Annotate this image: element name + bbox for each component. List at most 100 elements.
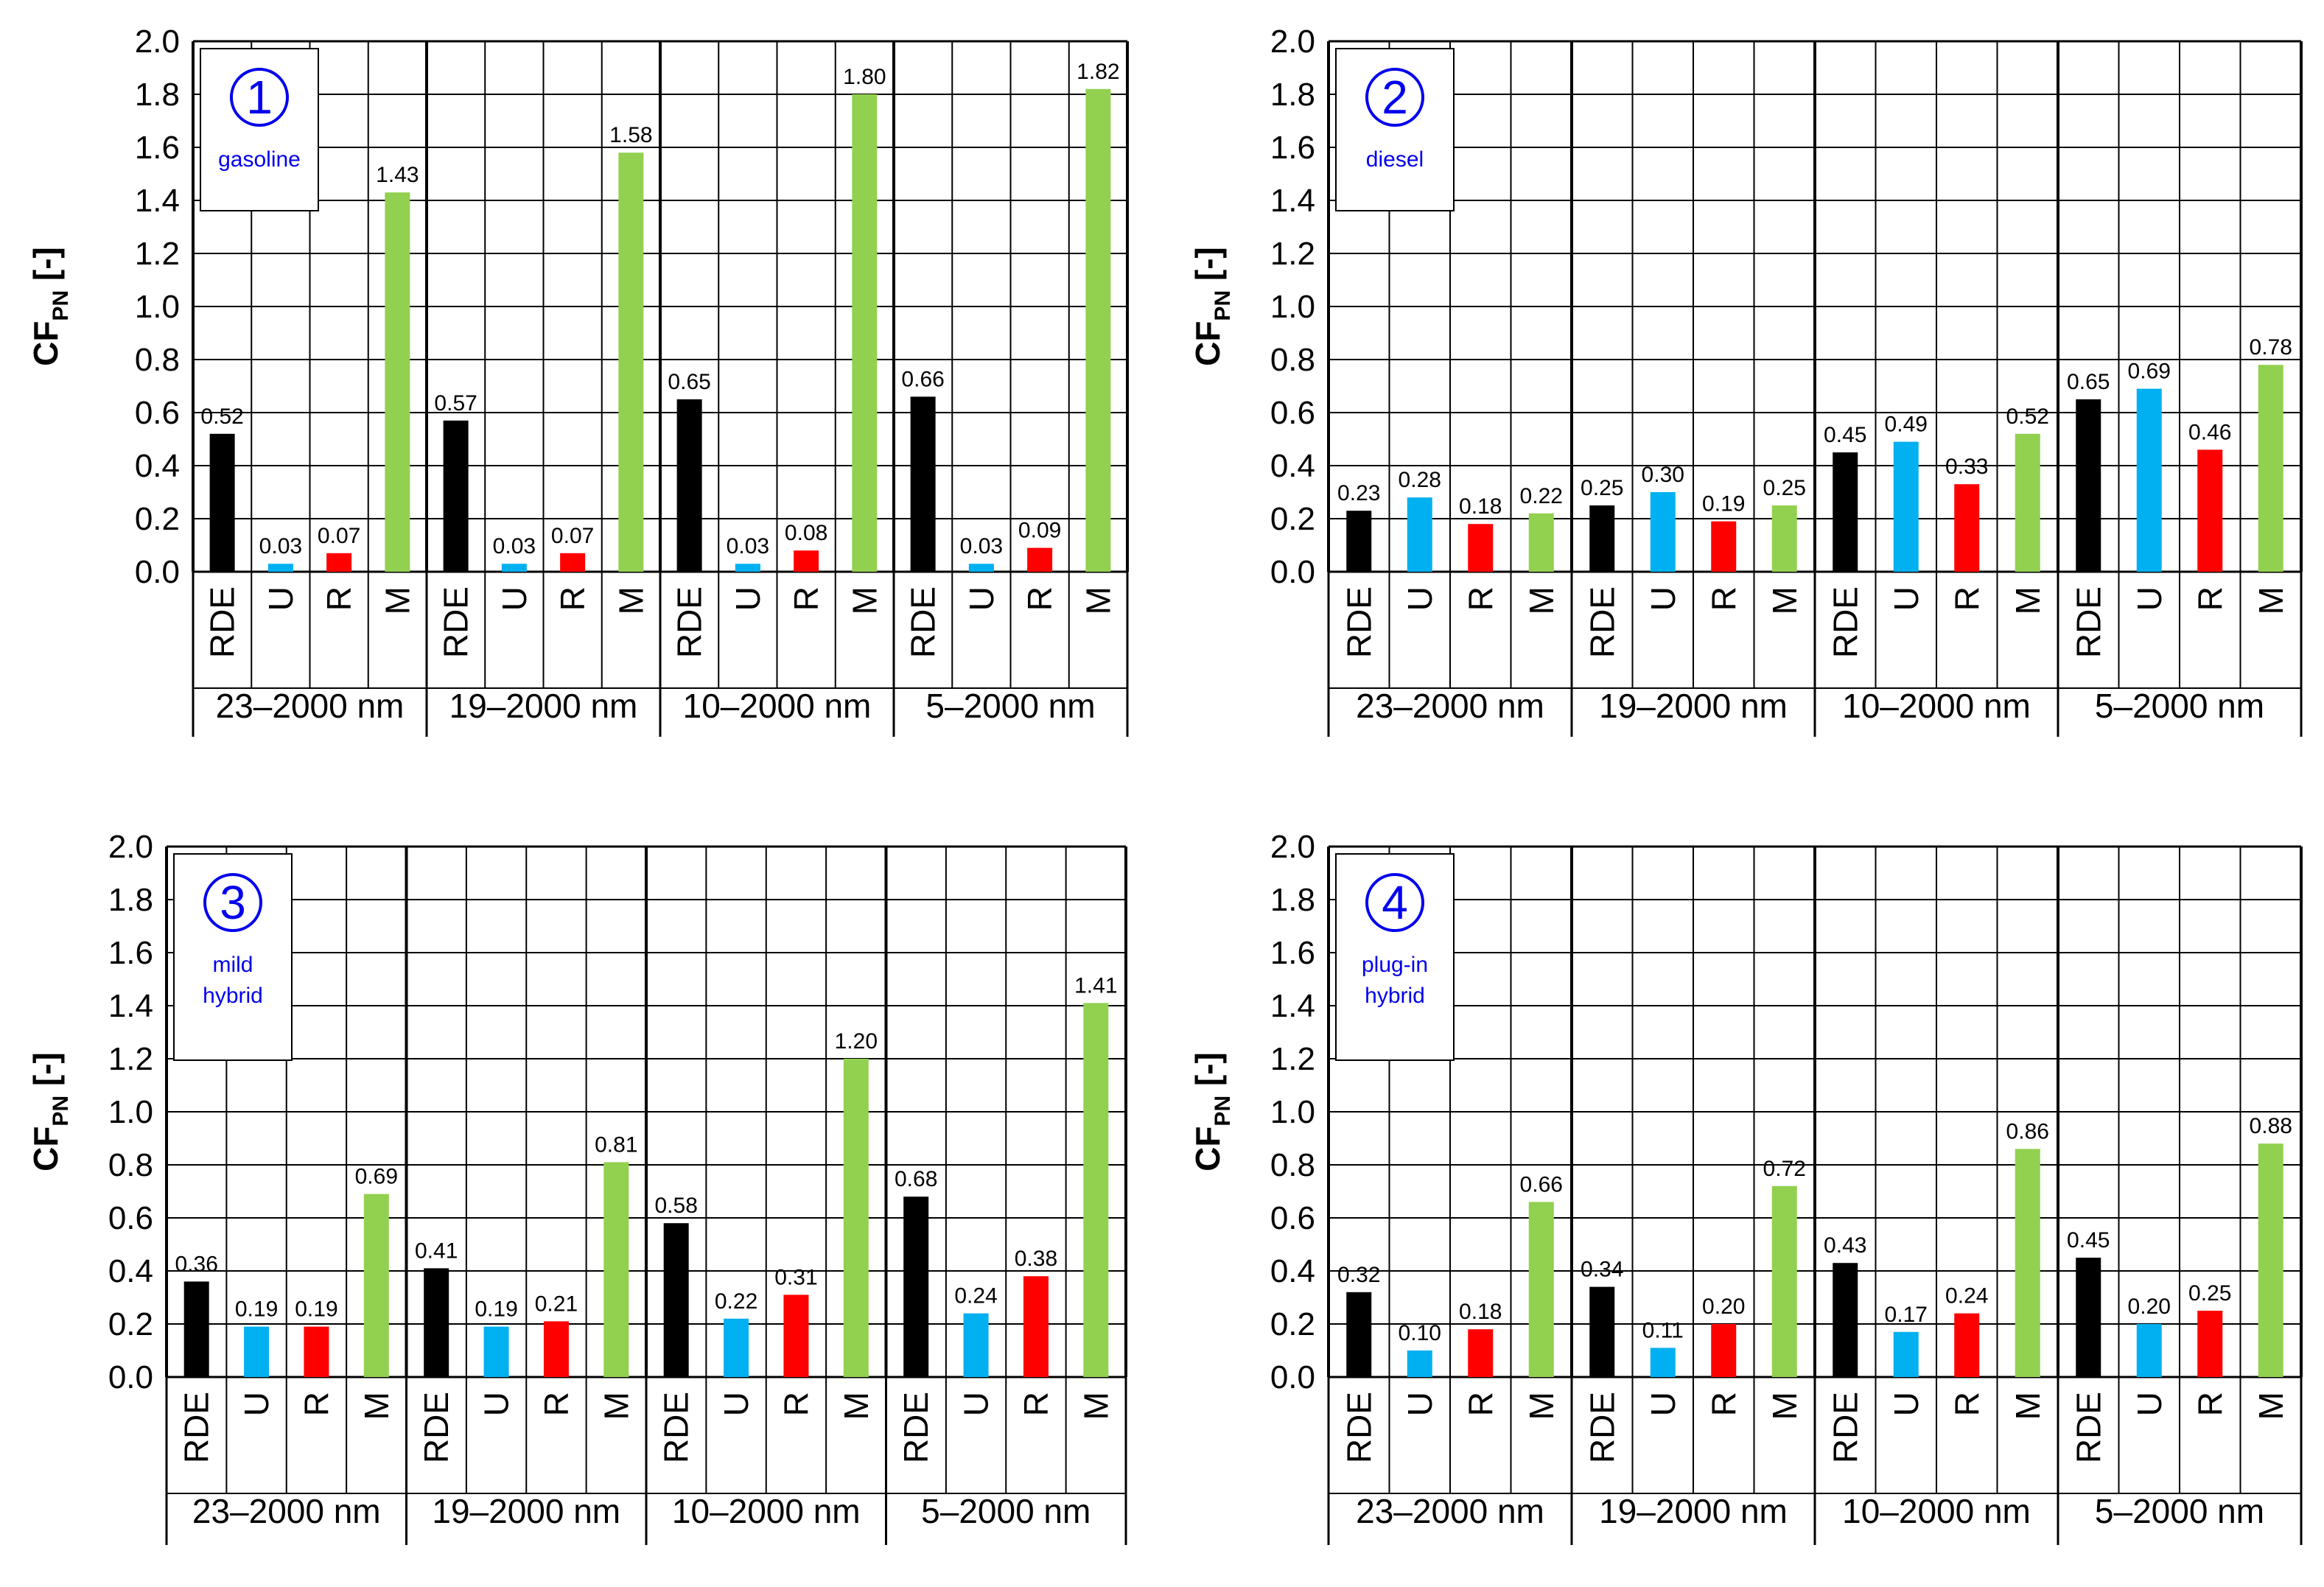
legend-label: gasoline <box>218 147 301 172</box>
bar-rde <box>2076 1258 2101 1377</box>
bar-r <box>1023 1276 1049 1377</box>
group-label: 10–2000 nm <box>672 1492 861 1530</box>
data-label: 0.07 <box>318 524 360 548</box>
category-label: R <box>1704 586 1743 611</box>
category-label: R <box>1947 1392 1986 1416</box>
y-axis-title-main: CF <box>1189 1127 1227 1171</box>
data-label: 0.18 <box>1459 494 1502 519</box>
y-axis-title-unit: [-] <box>27 1052 65 1096</box>
category-label: RDE <box>1826 1392 1864 1463</box>
bar-rde <box>1589 1286 1615 1377</box>
bar-r <box>304 1326 329 1377</box>
bar-m <box>1085 88 1111 572</box>
y-tick-label: 2.0 <box>135 24 180 60</box>
bar-m <box>618 153 644 572</box>
y-tick-label: 0.6 <box>108 1200 153 1236</box>
y-tick-label: 0.4 <box>1270 448 1315 484</box>
category-label: R <box>1947 586 1986 611</box>
bar-r <box>1468 1329 1494 1377</box>
data-label: 0.18 <box>1459 1300 1502 1324</box>
panel-number-circle <box>203 873 262 932</box>
category-label: R <box>2191 1392 2229 1416</box>
panel-gasoline: 0.0 0.2 0.4 0.6 0.8 1.0 1.2 1.4 1.6 1.8 2.0 0.52 RDE… <box>0 0 1162 794</box>
y-tick-label: 0.8 <box>108 1147 153 1183</box>
chart-svg: 0.0 0.2 0.4 0.6 0.8 1.0 1.2 1.4 1.6 1.8 2.0 0.32 RDE… <box>1189 829 2303 1545</box>
y-tick-label: 0.2 <box>1270 1306 1315 1342</box>
bar-u <box>267 564 293 572</box>
bar-rde <box>1346 1292 1372 1377</box>
data-label: 0.20 <box>2128 1295 2171 1319</box>
category-label: RDE <box>657 1392 696 1463</box>
data-label: 0.22 <box>1520 484 1563 508</box>
bar-r <box>1468 524 1494 572</box>
data-label: 0.09 <box>1018 519 1061 543</box>
y-tick-label: 0.0 <box>1270 554 1315 590</box>
data-label: 0.57 <box>434 391 477 416</box>
category-label: RDE <box>178 1392 216 1463</box>
category-label: U <box>717 1392 755 1416</box>
category-label: M <box>378 586 416 614</box>
data-label: 0.24 <box>954 1284 997 1309</box>
category-label: M <box>1079 586 1117 614</box>
category-label: R <box>1461 586 1499 611</box>
y-axis-title-unit: [-] <box>27 247 65 290</box>
data-label: 0.31 <box>774 1265 817 1289</box>
legend-box <box>1335 853 1455 1061</box>
bar-m <box>2015 1149 2040 1377</box>
category-label: M <box>1522 586 1561 614</box>
group-label: 5–2000 nm <box>2095 687 2264 725</box>
bar-rde <box>1833 452 1858 572</box>
bar-m <box>2015 433 2040 572</box>
data-label: 1.58 <box>609 123 652 147</box>
category-label: R <box>777 1392 815 1416</box>
data-label: 0.23 <box>1337 481 1380 505</box>
legend-label: hybrid <box>1365 984 1425 1008</box>
y-tick-label: 0.6 <box>135 395 180 431</box>
data-label: 0.22 <box>715 1289 757 1314</box>
category-label: U <box>1887 1392 1925 1416</box>
data-label: 1.80 <box>843 65 886 89</box>
data-label: 0.03 <box>960 534 1003 558</box>
category-label: M <box>1765 1392 1804 1420</box>
bar-u <box>1407 497 1432 572</box>
bar-rde <box>183 1281 209 1377</box>
y-tick-label: 0.2 <box>135 501 180 537</box>
y-tick-label: 1.2 <box>1270 236 1315 272</box>
data-label: 0.38 <box>1015 1247 1057 1271</box>
y-tick-label: 0.4 <box>1270 1253 1315 1289</box>
data-label: 0.28 <box>1399 468 1441 492</box>
bar-r <box>543 1321 569 1377</box>
data-label: 0.41 <box>415 1239 458 1263</box>
y-tick-label: 2.0 <box>1270 24 1315 60</box>
category-label: U <box>729 586 767 611</box>
data-label: 0.19 <box>295 1297 337 1322</box>
data-label: 0.78 <box>2250 335 2292 360</box>
category-label: U <box>495 586 533 611</box>
panel-number: 4 <box>1382 876 1408 929</box>
y-tick-label: 1.6 <box>1270 130 1315 166</box>
y-axis-title-main: CF <box>1189 321 1227 366</box>
y-tick-label: 0.0 <box>135 554 180 590</box>
bar-r <box>1711 1324 1737 1377</box>
y-axis-title: CFPN [-] <box>1189 247 1235 366</box>
category-label: M <box>2009 1392 2047 1420</box>
y-axis-title: CFPN [-] <box>27 247 73 366</box>
category-label: RDE <box>437 586 475 658</box>
data-label: 0.65 <box>2067 370 2110 394</box>
category-label: RDE <box>417 1392 455 1463</box>
data-label: 1.82 <box>1077 60 1119 84</box>
group-label: 5–2000 nm <box>921 1492 1091 1530</box>
group-label: 10–2000 nm <box>1842 1492 2031 1530</box>
chart-svg: 0.0 0.2 0.4 0.6 0.8 1.0 1.2 1.4 1.6 1.8 2.0 0.23 RDE… <box>1189 24 2303 737</box>
y-tick-label: 1.8 <box>108 882 153 918</box>
category-label: U <box>477 1392 516 1416</box>
category-label: M <box>1765 586 1804 614</box>
category-label: U <box>957 1392 995 1416</box>
bar-u <box>1893 1331 1919 1377</box>
category-label: U <box>1644 586 1682 611</box>
bar-m <box>852 94 878 572</box>
data-label: 0.03 <box>727 534 769 558</box>
data-label: 0.19 <box>1702 492 1745 516</box>
bar-rde <box>443 420 469 572</box>
bar-r <box>794 550 819 572</box>
